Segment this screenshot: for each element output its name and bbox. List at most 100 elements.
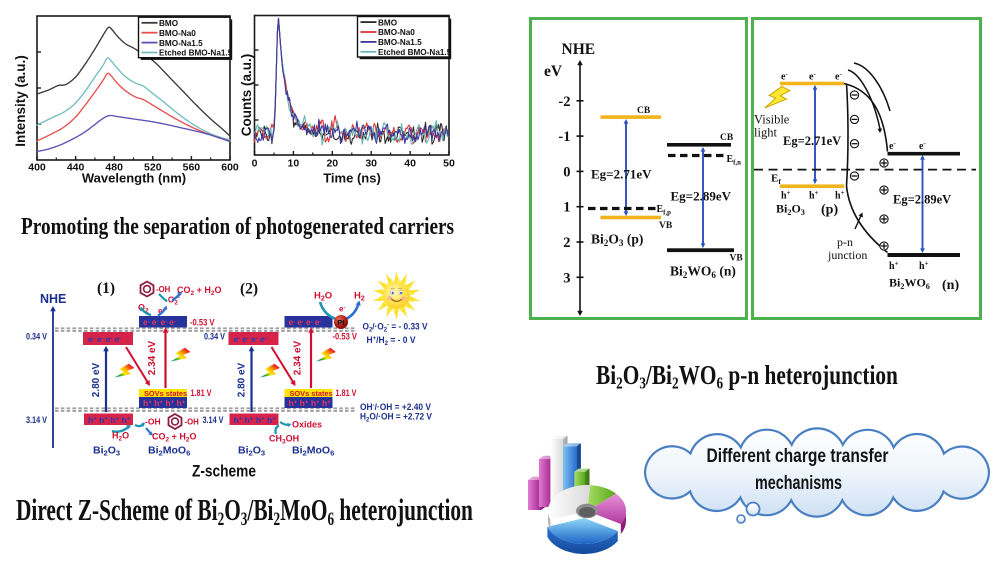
svg-text:Eg=2.71eV: Eg=2.71eV	[783, 134, 841, 148]
svg-text:-OH: -OH	[185, 418, 200, 427]
svg-text:Time (ns): Time (ns)	[323, 171, 381, 186]
svg-text:Ef,p​: Ef,p​	[657, 204, 672, 217]
svg-text:Wavelength (nm): Wavelength (nm)	[82, 171, 186, 186]
svg-text:Bi2​O3​: Bi2​O3​	[93, 445, 120, 458]
svg-text:2: 2	[563, 235, 570, 251]
svg-text:Etched BMO-Na1.5: Etched BMO-Na1.5	[378, 48, 452, 57]
svg-text:2.80 eV: 2.80 eV	[237, 362, 248, 397]
svg-text:BMO: BMO	[378, 18, 398, 27]
svg-text:NHE: NHE	[562, 41, 596, 58]
svg-text:0: 0	[563, 164, 570, 180]
svg-text:560: 560	[183, 162, 201, 174]
svg-text:40: 40	[404, 158, 416, 170]
svg-text:junction: junction	[827, 248, 867, 262]
svg-text:Different charge transfer: Different charge transfer	[707, 445, 889, 467]
svg-text:0.34 V: 0.34 V	[26, 332, 47, 342]
svg-text:-0.53 V: -0.53 V	[333, 332, 358, 342]
svg-text:-OH: -OH	[156, 285, 171, 294]
svg-text:e- e- e- e-: e- e- e- e-	[234, 334, 267, 344]
svg-text:520: 520	[144, 162, 162, 174]
svg-text:10: 10	[288, 158, 300, 170]
svg-text:2.80 eV: 2.80 eV	[91, 362, 102, 397]
svg-text:3: 3	[563, 270, 570, 286]
svg-text:400: 400	[28, 162, 46, 174]
svg-text:600: 600	[221, 162, 239, 174]
svg-text:SOVs states: SOVs states	[290, 389, 333, 398]
svg-text:Bi2​MoO6​: Bi2​MoO6​	[148, 445, 190, 458]
svg-text:e-​: e-​	[889, 141, 896, 153]
svg-text:Ef,n​: Ef,n​	[727, 154, 742, 167]
svg-text:NHE: NHE	[40, 292, 66, 306]
svg-text:CH3​OH: CH3​OH	[269, 434, 299, 446]
svg-text:1.81 V: 1.81 V	[336, 388, 357, 398]
svg-text:h+ h+ h+ h+: h+ h+ h+ h+	[234, 415, 277, 425]
svg-text:eV: eV	[544, 63, 563, 80]
svg-text:Bi2​WO6​ (n): Bi2​WO6​ (n)	[670, 264, 736, 281]
svg-text:h+ h+ h+ h+: h+ h+ h+ h+	[289, 398, 332, 408]
svg-text:p-n: p-n	[837, 235, 853, 249]
svg-text:-OH: -OH	[145, 417, 161, 427]
svg-text:30: 30	[365, 158, 377, 170]
svg-text:e- e- e- e-: e- e- e- e-	[289, 318, 322, 327]
svg-text:e-​: e-​	[919, 141, 926, 153]
svg-text:Eg=2.89eV: Eg=2.89eV	[893, 193, 951, 207]
svg-text:H2O: H2O	[314, 291, 332, 303]
svg-text:H2O: H2O	[112, 431, 129, 443]
svg-text:h+​: h+​	[919, 261, 929, 273]
svg-text:Oxides: Oxides	[292, 420, 322, 430]
svg-text:Etched BMO-Na1.5: Etched BMO-Na1.5	[159, 49, 233, 58]
svg-text:-0.53 V: -0.53 V	[190, 318, 215, 328]
svg-text:O2​/·O2​-​ = - 0.33 V: O2​/·O2​-​ = - 0.33 V	[363, 322, 429, 334]
svg-text:Bi2​O3​: Bi2​O3​	[238, 445, 265, 458]
svg-text:e- e- e- e-: e- e- e- e-	[143, 318, 176, 327]
svg-text:VB: VB	[730, 254, 744, 264]
svg-text:SOVs states: SOVs states	[144, 389, 187, 398]
svg-text:H+​/H2​ = - 0 V: H+​/H2​ = - 0 V	[367, 335, 417, 347]
svg-text:OH-​/·OH = +2.40 V: OH-​/·OH = +2.40 V	[360, 402, 432, 413]
svg-text:440: 440	[67, 162, 85, 174]
svg-text:H2: H2	[354, 291, 365, 303]
svg-text:·O2​-​: ·O2​-​	[165, 295, 180, 307]
svg-text:CO2​ + H2​O: CO2​ + H2​O	[177, 285, 222, 297]
svg-text:h+​: h+​	[809, 190, 819, 202]
svg-text:Z-scheme: Z-scheme	[192, 462, 256, 481]
svg-text:20: 20	[326, 158, 338, 170]
svg-text:Bi2​O3​ (p): Bi2​O3​ (p)	[591, 232, 643, 249]
svg-text:e-​: e-​	[781, 71, 788, 83]
svg-text:50: 50	[443, 158, 455, 170]
svg-text:BMO-Na0: BMO-Na0	[159, 29, 196, 38]
svg-text:e-​: e-​	[339, 305, 345, 314]
svg-text:(p): (p)	[821, 203, 838, 218]
svg-text:Bi2​WO6​: Bi2​WO6​	[889, 276, 930, 292]
svg-text:Bi2​O3​: Bi2​O3​	[776, 202, 805, 218]
svg-text:Visible: Visible	[754, 113, 790, 127]
svg-text:1.81 V: 1.81 V	[191, 388, 212, 398]
svg-text:2.34 eV: 2.34 eV	[293, 340, 304, 375]
svg-text:mechanisms: mechanisms	[755, 472, 842, 494]
svg-text:480: 480	[105, 162, 123, 174]
svg-text:VB: VB	[659, 221, 673, 231]
svg-text:(1): (1)	[97, 280, 115, 297]
svg-text:BMO: BMO	[159, 19, 179, 28]
svg-text:2.34 eV: 2.34 eV	[147, 340, 158, 375]
svg-text:e-​: e-​	[809, 71, 816, 83]
svg-text:h+​: h+​	[781, 190, 791, 202]
svg-text:Eg=2.89eV: Eg=2.89eV	[671, 189, 732, 204]
svg-text:h+ h+ h+ h+: h+ h+ h+ h+	[143, 398, 186, 408]
svg-text:Eg=2.71eV: Eg=2.71eV	[591, 167, 652, 182]
svg-text:e-​: e-​	[835, 71, 842, 83]
svg-text:BMO-Na1.5: BMO-Na1.5	[159, 39, 203, 48]
svg-text:(2): (2)	[240, 281, 258, 298]
svg-text:CB: CB	[720, 133, 734, 143]
svg-text:1: 1	[563, 200, 570, 216]
svg-text:-2: -2	[558, 94, 570, 110]
svg-text:0: 0	[252, 158, 258, 170]
svg-text:(n): (n)	[942, 278, 959, 293]
svg-text:h+ h+ h+ h+: h+ h+ h+ h+	[88, 415, 131, 425]
svg-text:0.34 V: 0.34 V	[204, 332, 225, 342]
svg-text:H2​O/·OH = +2.72 V: H2​O/·OH = +2.72 V	[360, 412, 433, 424]
svg-text:3.14 V: 3.14 V	[203, 415, 224, 425]
svg-text:CB: CB	[637, 106, 651, 116]
svg-text:h+​: h+​	[835, 190, 845, 202]
svg-text:e- e- e- e-: e- e- e- e-	[88, 334, 121, 344]
